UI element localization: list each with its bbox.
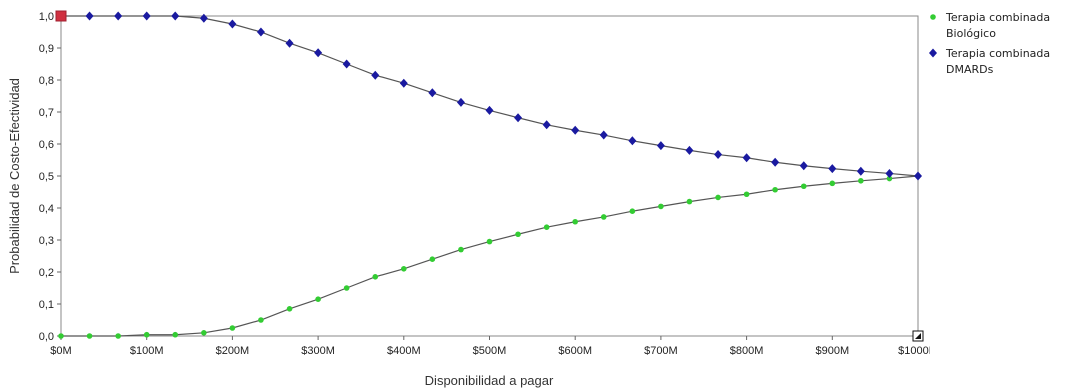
point-diamond-series-1 (428, 88, 437, 98)
point-dot-series-0 (172, 331, 179, 338)
legend-label-dmards: Terapia combinada DMARDs (946, 47, 1051, 76)
point-dot-series-0 (886, 175, 893, 182)
point-diamond-series-1 (456, 97, 465, 107)
point-dot-series-0 (458, 246, 464, 253)
point-dot-series-0 (800, 183, 807, 190)
point-diamond-series-1 (342, 59, 351, 69)
point-dot-series-0 (743, 191, 750, 198)
point-dot-series-0 (486, 238, 493, 245)
y-tick-label: 0,6 (39, 139, 54, 151)
point-diamond-series-1 (399, 78, 408, 88)
point-diamond-series-1 (914, 171, 922, 181)
axis-ticks: $0M $100M $200M $300M $400M $500M $600M $700M $8… (39, 11, 930, 357)
x-axis-label: Disponibilidad a pagar (425, 373, 554, 388)
point-diamond-series-1 (371, 70, 380, 80)
x-tick-label: $900M (815, 345, 849, 357)
green-dot-marker (930, 14, 936, 20)
point-dot-series-0 (429, 256, 436, 263)
y-tick-label: 0,8 (39, 75, 54, 87)
point-dot-series-0 (629, 208, 636, 214)
y-axis-label: Probabilidad de Costo-Efectividad (7, 78, 22, 274)
point-dot-series-0 (401, 266, 407, 272)
x-tick-label: $100M (130, 345, 164, 357)
x-tick-label: $0M (50, 345, 71, 357)
y-tick-label: 0,0 (39, 331, 54, 343)
point-dot-series-0 (772, 186, 778, 193)
x-tick-label: $600M (558, 345, 592, 357)
blue-diamond-marker (929, 48, 937, 58)
plot-area (60, 15, 919, 337)
point-dot-series-0 (829, 180, 836, 187)
point-dot-series-0 (543, 224, 550, 230)
point-diamond-series-1 (714, 150, 723, 160)
point-dot-series-0 (372, 274, 379, 280)
y-tick-label: 0,2 (39, 267, 54, 279)
point-dot-series-0 (658, 203, 664, 210)
series-layer (57, 11, 922, 339)
y-tick-label: 0,5 (39, 171, 54, 183)
x-min-handle[interactable] (55, 10, 67, 22)
y-tick-label: 1,0 (39, 11, 54, 23)
point-dot-series-0 (258, 317, 264, 323)
x-tick-label: $500M (473, 345, 507, 357)
point-diamond-series-1 (856, 166, 865, 176)
point-dot-series-0 (572, 218, 578, 225)
point-diamond-series-1 (85, 11, 94, 21)
y-tick-label: 0,4 (39, 203, 54, 215)
legend-label-biologico: Terapia combinada Biológico (946, 11, 1051, 40)
point-dot-series-0 (58, 333, 64, 339)
point-diamond-series-1 (142, 11, 151, 21)
point-diamond-series-1 (256, 27, 265, 37)
x-tick-label: $200M (216, 345, 250, 357)
point-dot-series-0 (286, 306, 293, 312)
legend-item-dmards[interactable]: Terapia combinada DMARDs (928, 46, 1068, 78)
point-dot-series-0 (600, 214, 607, 220)
point-diamond-series-1 (114, 11, 123, 21)
point-diamond-series-1 (685, 145, 694, 155)
point-diamond-series-1 (228, 19, 237, 29)
legend-item-biologico[interactable]: Terapia combinada Biológico (928, 10, 1068, 42)
x-tick-label: $1000M (898, 345, 930, 357)
point-dot-series-0 (315, 296, 321, 303)
x-tick-label: $700M (644, 345, 678, 357)
point-dot-series-0 (715, 194, 721, 201)
point-dot-series-0 (201, 330, 207, 336)
point-diamond-series-1 (771, 157, 780, 167)
point-diamond-series-1 (885, 168, 894, 178)
point-diamond-series-1 (628, 136, 637, 146)
point-dot-series-0 (858, 178, 864, 184)
point-diamond-series-1 (799, 161, 808, 171)
x-tick-label: $400M (387, 345, 421, 357)
x-tick-label: $300M (301, 345, 335, 357)
point-diamond-series-1 (571, 125, 580, 135)
point-diamond-series-1 (485, 105, 494, 115)
point-diamond-series-1 (199, 13, 208, 23)
point-diamond-series-1 (514, 113, 523, 123)
point-dot-series-0 (686, 198, 693, 205)
point-dot-series-0 (143, 331, 150, 338)
point-dot-series-0 (86, 333, 93, 339)
point-diamond-series-1 (656, 141, 665, 151)
legend: Terapia combinada Biológico Terapia comb… (928, 10, 1068, 82)
point-diamond-series-1 (314, 48, 323, 58)
point-diamond-series-1 (542, 120, 551, 130)
point-diamond-series-1 (828, 164, 837, 174)
chart: $0M $100M $200M $300M $400M $500M $600M $700M $8… (7, 10, 930, 388)
y-tick-label: 0,7 (39, 107, 54, 119)
y-tick-label: 0,1 (39, 299, 54, 311)
x-max-handle[interactable] (912, 330, 924, 342)
point-dot-series-0 (343, 285, 350, 291)
point-dot-series-0 (229, 325, 236, 331)
point-dot-series-0 (515, 231, 521, 238)
point-diamond-series-1 (171, 11, 180, 21)
point-dot-series-0 (115, 333, 121, 339)
point-diamond-series-1 (742, 153, 751, 163)
point-diamond-series-1 (599, 130, 608, 140)
x-tick-label: $800M (730, 345, 764, 357)
y-tick-label: 0,3 (39, 235, 54, 247)
y-tick-label: 0,9 (39, 43, 54, 55)
point-diamond-series-1 (285, 38, 294, 48)
